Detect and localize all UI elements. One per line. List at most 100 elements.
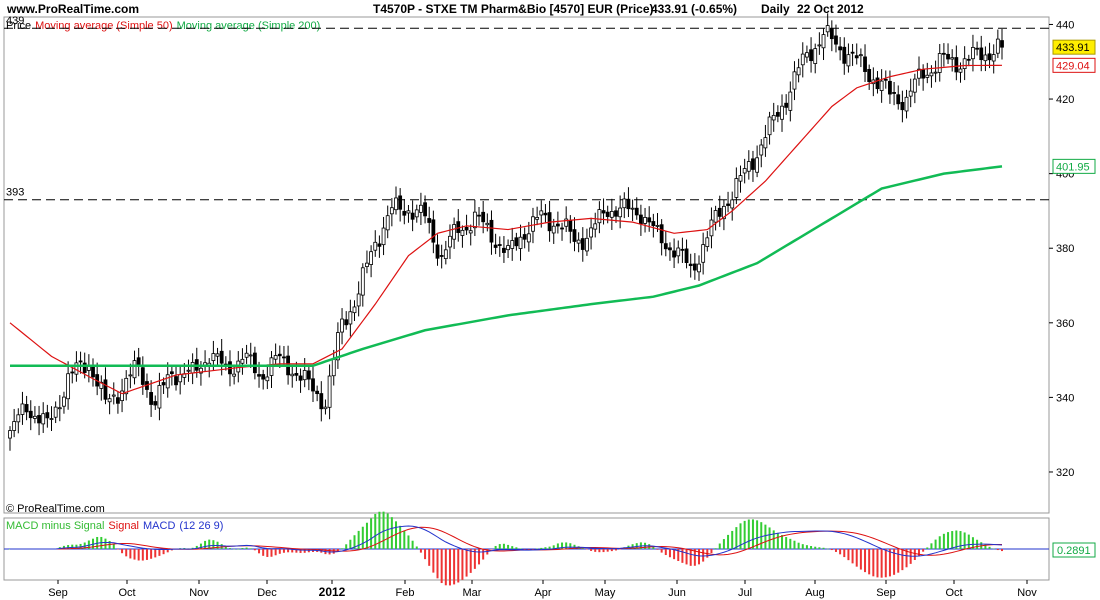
macd-histogram-bar — [490, 549, 493, 550]
candle-body — [186, 369, 191, 372]
macd-histogram-bar — [448, 549, 451, 586]
macd-histogram-bar — [527, 549, 530, 550]
macd-histogram-bar — [415, 546, 418, 549]
macd-legend-1: Signal — [108, 520, 139, 532]
candle-body — [722, 205, 726, 220]
candle-body — [543, 212, 548, 216]
candle-body — [124, 377, 129, 395]
macd-histogram-bar — [548, 546, 551, 549]
macd-histogram-bar — [249, 548, 252, 549]
candle-body — [792, 71, 797, 90]
candle-body — [128, 374, 133, 377]
macd-histogram-bar — [901, 549, 904, 571]
candle-body — [294, 373, 299, 376]
candle-body — [302, 370, 307, 381]
candle-body — [560, 227, 564, 230]
candle-body — [672, 250, 677, 258]
macd-histogram-bar — [984, 544, 987, 549]
badge-401.95 — [1052, 158, 1096, 174]
macd-histogram-bar — [565, 542, 568, 549]
candle-body — [983, 54, 988, 62]
candles-group — [8, 13, 1004, 451]
candle-body — [609, 211, 614, 218]
candle-body — [477, 214, 481, 217]
macd-histogram-bar — [930, 543, 933, 549]
macd-legend-3: (12 26 9) — [179, 520, 223, 532]
badge-433.91 — [1052, 39, 1096, 55]
candle-body — [751, 158, 755, 170]
macd-histogram-bar — [436, 549, 439, 579]
candle-body — [460, 229, 465, 236]
macd-histogram-bar — [465, 549, 468, 577]
x-tick-label-4: 2012 — [319, 585, 346, 599]
candle-body — [419, 204, 423, 213]
macd-histogram-bar — [444, 549, 447, 586]
macd-histogram-bar — [864, 549, 867, 573]
x-tick-label-10: Jul — [738, 587, 752, 599]
candle-body — [850, 51, 855, 54]
candle-body — [618, 207, 623, 218]
candle-body — [319, 393, 324, 410]
macd-histogram-bar — [739, 523, 742, 549]
macd-histogram-bar — [270, 549, 273, 557]
candle-body — [925, 74, 930, 78]
y-tick-label-340: 340 — [1056, 392, 1074, 404]
candle-body — [427, 218, 432, 223]
macd-histogram-group — [9, 511, 1003, 586]
macd-badge — [1052, 542, 1096, 558]
candle-body — [805, 52, 809, 58]
macd-histogram-bar — [403, 530, 406, 549]
candle-body — [327, 375, 332, 408]
macd-histogram-bar — [731, 530, 734, 549]
candle-body — [215, 353, 220, 357]
macd-histogram-bar — [673, 549, 676, 560]
candle-body — [252, 352, 257, 374]
candle-body — [174, 376, 178, 386]
macd-histogram-bar — [768, 527, 771, 549]
macd-histogram-bar — [374, 513, 377, 549]
candle-body — [991, 54, 996, 62]
macd-histogram-bar — [917, 549, 920, 556]
macd-histogram-bar — [137, 549, 140, 561]
macd-histogram-bar — [224, 546, 227, 549]
candle-body — [576, 239, 581, 244]
candle-body — [165, 374, 170, 389]
candle-body — [282, 356, 286, 359]
candle-body — [66, 373, 71, 400]
macd-histogram-bar — [581, 547, 584, 549]
macd-histogram-bar — [511, 546, 514, 549]
y-tick-label-360: 360 — [1056, 318, 1074, 330]
site-name[interactable]: www.ProRealTime.com — [7, 2, 140, 16]
macd-histogram-bar — [781, 535, 784, 549]
hline-label-393: 393 — [6, 187, 24, 199]
macd-histogram-bar — [199, 543, 202, 549]
candle-body — [643, 217, 647, 224]
macd-histogram-bar — [150, 549, 153, 559]
candle-body — [767, 116, 772, 136]
candle-body — [28, 410, 33, 419]
macd-histogram-bar — [839, 549, 842, 555]
candle-body — [937, 53, 942, 73]
candle-body — [497, 244, 502, 246]
candle-body — [261, 374, 266, 380]
x-tick-label-12: Sep — [876, 587, 896, 599]
y-tick-label-420: 420 — [1056, 94, 1074, 106]
macd-histogram-bar — [698, 549, 701, 565]
candle-body — [962, 58, 967, 69]
candle-body — [120, 390, 124, 402]
candle-body — [257, 374, 261, 377]
candle-body — [809, 49, 813, 62]
candle-body — [813, 48, 818, 64]
candle-body — [784, 102, 789, 108]
macd-histogram-bar — [722, 539, 725, 549]
candle-body — [472, 211, 477, 229]
macd-histogram-bar — [345, 544, 348, 549]
macd-histogram-bar — [540, 547, 543, 549]
candle-body — [435, 244, 440, 259]
candle-body — [958, 68, 963, 73]
macd-histogram-bar — [760, 522, 763, 549]
macd-histogram-bar — [515, 547, 518, 549]
x-tick-label-3: Dec — [257, 587, 277, 599]
candle-body — [975, 47, 979, 50]
